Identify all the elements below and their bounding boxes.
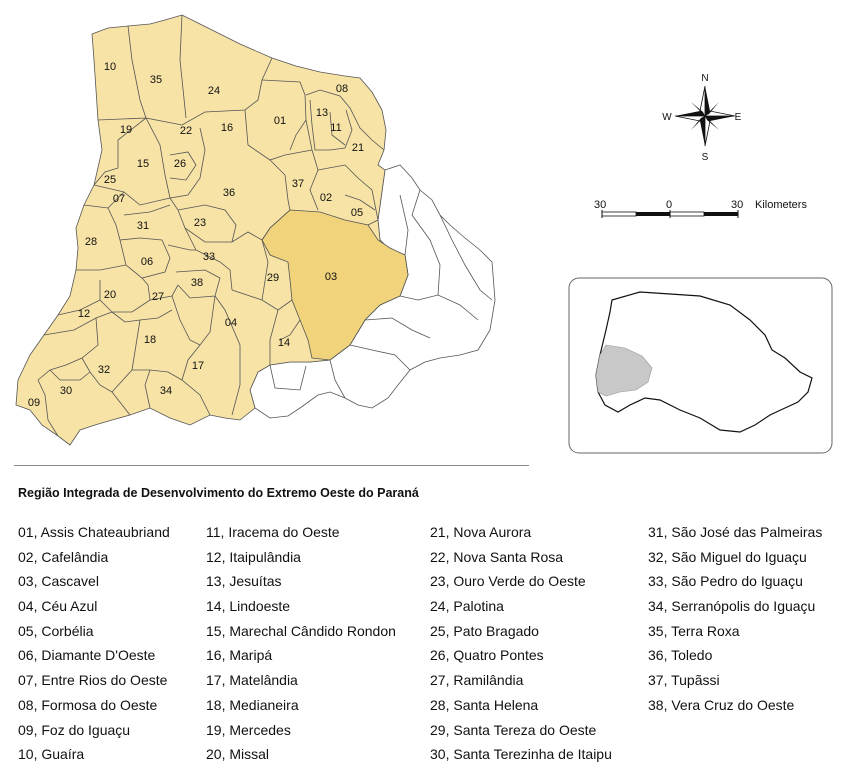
legend-entry: 18, Medianeira <box>206 696 299 713</box>
municipality-label-35: 35 <box>150 74 162 86</box>
legend-entry: 21, Nova Aurora <box>430 524 532 540</box>
legend-entry: 06, Diamante D'Oeste <box>18 647 156 664</box>
scale-bar: 30 0 30 Kilometers <box>594 199 807 218</box>
municipality-label-04: 04 <box>225 317 237 329</box>
municipality-label-38: 38 <box>191 277 203 289</box>
legend-entry: 31, São José das Palmeiras <box>648 524 823 540</box>
legend-entry: 38, Vera Cruz do Oeste <box>648 696 795 713</box>
municipality-label-16: 16 <box>221 122 233 134</box>
scale-right-label: 30 <box>731 199 743 211</box>
municipality-label-10: 10 <box>104 61 116 73</box>
legend-entry: 16, Maripá <box>206 647 273 664</box>
legend-title: Região Integrada de Desenvolvimento do E… <box>18 486 419 500</box>
municipality-label-01: 01 <box>274 115 286 127</box>
municipality-label-30: 30 <box>60 385 72 397</box>
legend-entry: 30, Santa Terezinha de Itaipu <box>430 746 612 763</box>
scale-left-label: 30 <box>594 199 606 211</box>
legend-entry: 34, Serranópolis do Iguaçu <box>648 598 816 615</box>
compass-south-label: S <box>702 152 709 163</box>
legend-entry: 08, Formosa do Oeste <box>18 696 158 713</box>
legend-entry: 14, Lindoeste <box>206 598 291 615</box>
compass-east-label: E <box>735 112 742 123</box>
municipality-label-31: 31 <box>137 220 149 232</box>
municipality-label-21: 21 <box>352 142 364 154</box>
legend-entry: 24, Palotina <box>430 598 504 615</box>
legend-entry: 29, Santa Tereza do Oeste <box>430 721 597 738</box>
scale-mid-label: 0 <box>666 199 672 211</box>
legend-column-4: 31, São José das Palmeiras 32, São Miguel… <box>648 520 822 718</box>
municipality-label-06: 06 <box>141 256 153 268</box>
legend-entry: 27, Ramilândia <box>430 672 524 689</box>
legend-divider <box>14 465 529 466</box>
municipality-label-17: 17 <box>192 360 204 372</box>
municipality-label-23: 23 <box>194 217 206 229</box>
legend-entry: 17, Matelândia <box>206 672 298 689</box>
legend-entry: 01, Assis Chateaubriand <box>18 524 170 540</box>
municipality-label-26: 26 <box>174 158 186 170</box>
municipality-label-08: 08 <box>336 83 348 95</box>
legend-entry: 11, Iracema do Oeste <box>206 524 340 540</box>
legend-entry: 02, Cafelândia <box>18 548 109 565</box>
municipality-label-28: 28 <box>85 236 97 248</box>
inset-region-highlight <box>595 344 653 397</box>
legend-entry: 28, Santa Helena <box>430 696 539 713</box>
municipality-label-05: 05 <box>351 207 363 219</box>
municipality-label-12: 12 <box>78 308 90 320</box>
outside-municipalities <box>249 164 496 419</box>
compass-rose: N S E W <box>662 73 741 163</box>
municipality-label-37: 37 <box>292 178 304 190</box>
legend-entry: 35, Terra Roxa <box>648 622 740 639</box>
municipality-label-18: 18 <box>144 334 156 346</box>
municipality-label-25: 25 <box>104 174 116 186</box>
municipality-label-36: 36 <box>223 187 235 199</box>
municipality-label-33: 33 <box>203 251 215 263</box>
legend-entry: 19, Mercedes <box>206 721 291 738</box>
municipality-label-13: 13 <box>316 107 328 119</box>
legend-entry: 12, Itaipulândia <box>206 548 301 565</box>
legend-entry: 26, Quatro Pontes <box>430 647 544 664</box>
legend-entry: 33, São Pedro do Iguaçu <box>648 573 803 590</box>
inset-map <box>568 277 833 454</box>
municipality-label-03: 03 <box>325 271 337 283</box>
municipality-label-15: 15 <box>137 158 149 170</box>
legend-entry: 15, Marechal Cândido Rondon <box>206 622 396 639</box>
municipality-label-14: 14 <box>278 337 290 349</box>
legend-column-3: 21, Nova Aurora 22, Nova Santa Rosa 23, Ou… <box>430 520 612 767</box>
legend-entry: 05, Corbélia <box>18 622 94 639</box>
legend-entry: 07, Entre Rios do Oeste <box>18 672 168 689</box>
municipality-label-29: 29 <box>267 272 279 284</box>
scale-unit-label: Kilometers <box>755 199 807 211</box>
legend-column-2: 11, Iracema do Oeste 12, Itaipulândia 13, … <box>206 520 396 767</box>
legend-column-1: 01, Assis Chateaubriand 02, Cafelândia 03,… <box>18 520 170 767</box>
municipality-label-11: 11 <box>330 122 341 134</box>
legend-entry: 09, Foz do Iguaçu <box>18 721 131 738</box>
municipality-label-27: 27 <box>152 291 164 303</box>
municipal-borders <box>37 14 385 437</box>
municipality-03-cascavel <box>261 209 409 361</box>
legend-entry: 32, São Miguel do Iguaçu <box>648 548 807 565</box>
legend-entry: 37, Tupãssi <box>648 672 720 689</box>
legend-entry: 22, Nova Santa Rosa <box>430 548 564 565</box>
municipality-label-07: 07 <box>113 193 125 205</box>
legend-entry: 23, Ouro Verde do Oeste <box>430 573 586 590</box>
municipality-label-20: 20 <box>104 289 116 301</box>
legend-entry: 13, Jesuítas <box>206 573 282 590</box>
municipality-label-22: 22 <box>180 125 192 137</box>
legend-entry: 10, Guaíra <box>18 746 85 763</box>
municipality-label-24: 24 <box>208 85 220 97</box>
legend-entry: 04, Céu Azul <box>18 598 98 615</box>
legend-entry: 03, Cascavel <box>18 573 99 590</box>
compass-north-label: N <box>701 73 708 84</box>
municipality-label-34: 34 <box>160 385 172 397</box>
municipality-label-32: 32 <box>98 364 110 376</box>
legend-entry: 20, Missal <box>206 746 270 763</box>
legend-entry: 25, Pato Bragado <box>430 622 539 639</box>
municipality-label-02: 02 <box>320 192 332 204</box>
legend-entry: 36, Toledo <box>648 647 713 664</box>
municipality-label-19: 19 <box>120 124 132 136</box>
municipality-label-09: 09 <box>28 397 40 409</box>
compass-west-label: W <box>662 112 672 123</box>
